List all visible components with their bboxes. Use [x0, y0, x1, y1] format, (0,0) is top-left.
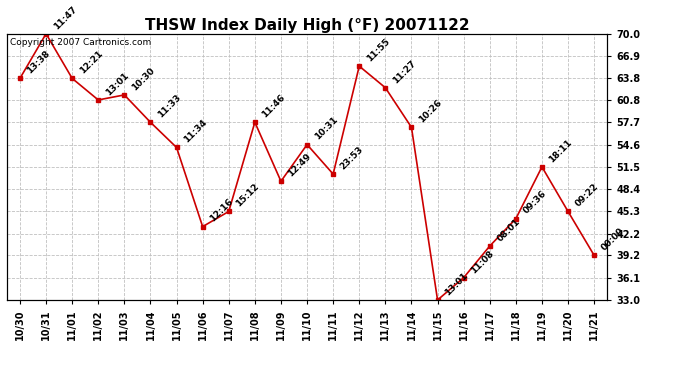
Text: 13:38: 13:38: [26, 49, 52, 76]
Text: 12:16: 12:16: [208, 197, 235, 224]
Text: 11:55: 11:55: [365, 37, 391, 63]
Text: 11:34: 11:34: [182, 118, 209, 145]
Text: 10:30: 10:30: [130, 66, 157, 92]
Text: 15:12: 15:12: [235, 182, 261, 209]
Text: 10:26: 10:26: [417, 98, 444, 124]
Text: 00:00: 00:00: [600, 226, 626, 253]
Text: 08:01: 08:01: [495, 217, 522, 243]
Title: THSW Index Daily High (°F) 20071122: THSW Index Daily High (°F) 20071122: [145, 18, 469, 33]
Text: 11:47: 11:47: [52, 4, 79, 31]
Text: 11:33: 11:33: [156, 93, 183, 120]
Text: 23:53: 23:53: [339, 145, 365, 171]
Text: 12:21: 12:21: [78, 49, 104, 76]
Text: 09:22: 09:22: [573, 182, 600, 209]
Text: 18:11: 18:11: [547, 138, 574, 164]
Text: 13:01: 13:01: [443, 271, 470, 297]
Text: 10:31: 10:31: [313, 115, 339, 142]
Text: Copyright 2007 Cartronics.com: Copyright 2007 Cartronics.com: [10, 38, 151, 47]
Text: 11:27: 11:27: [391, 58, 417, 85]
Text: 09:36: 09:36: [522, 189, 548, 216]
Text: 11:46: 11:46: [260, 93, 287, 120]
Text: 11:08: 11:08: [469, 248, 495, 275]
Text: 12:49: 12:49: [286, 152, 313, 178]
Text: 13:01: 13:01: [104, 70, 130, 97]
